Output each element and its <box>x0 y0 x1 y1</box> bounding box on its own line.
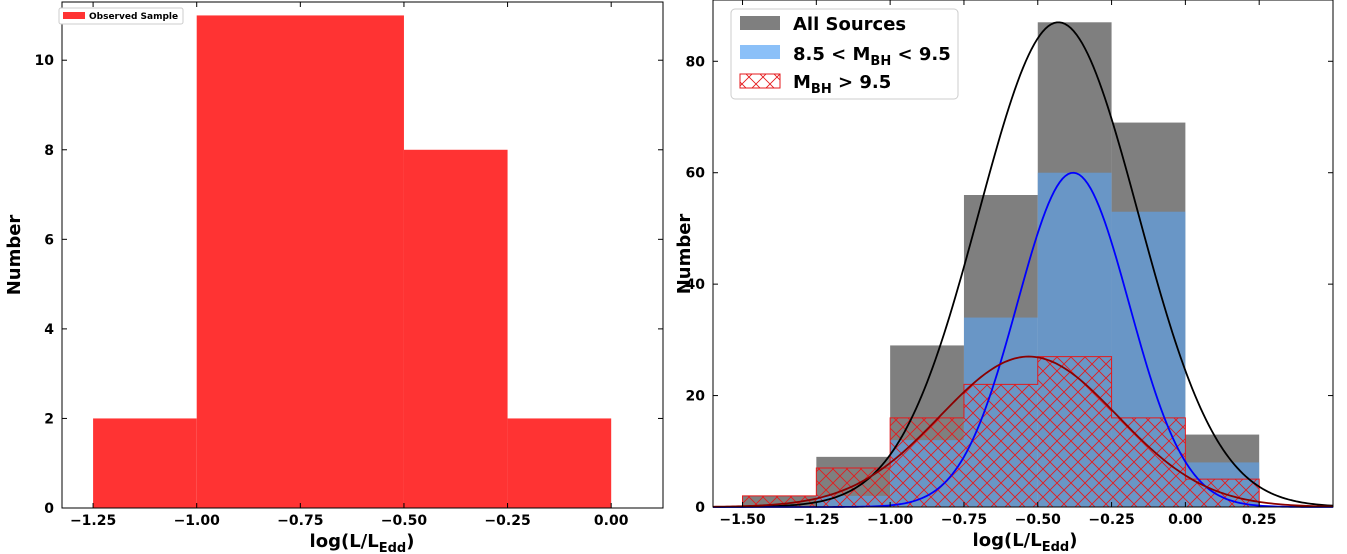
x-tick-label: −0.50 <box>1015 512 1062 528</box>
legend-label-observed: Observed Sample <box>89 12 178 22</box>
bar-high-mass <box>1037 356 1112 507</box>
legend-label-mid-mass: 8.5 < MBH < 9.5 <box>793 44 951 69</box>
x-tick-label: −1.25 <box>70 513 116 529</box>
right-legend: All Sources 8.5 < MBH < 9.5 MBH > 9.5 <box>730 8 959 100</box>
y-tick-label: 20 <box>686 389 706 405</box>
bar-high-mass <box>963 384 1038 507</box>
fit-curve-high-mass <box>712 355 1334 508</box>
left-legend-frame <box>58 7 184 25</box>
bar-high-mass <box>890 417 964 507</box>
y-tick-label: 60 <box>686 166 706 182</box>
right-y-axis-label: Number <box>674 214 695 295</box>
histogram-bar <box>507 418 612 508</box>
y-tick-label: 6 <box>44 232 54 248</box>
right-x-axis-label: log(L/LEdd) <box>973 530 1078 554</box>
left-x-axis-label: log(L/LEdd) <box>310 531 415 554</box>
left-plot-frame <box>61 1 664 509</box>
histogram-bar <box>403 149 508 509</box>
x-tick-label: −0.75 <box>277 513 323 529</box>
left-y-axis-label: Number <box>4 215 25 296</box>
right-legend-frame <box>730 8 959 100</box>
histogram-bar <box>196 15 404 509</box>
histogram-bar <box>93 418 197 508</box>
legend-label-high-mass: MBH > 9.5 <box>793 72 891 97</box>
x-tick-label: −0.25 <box>1088 512 1134 528</box>
legend-swatch-mid-mass <box>740 45 780 59</box>
y-tick-label: 40 <box>686 277 706 293</box>
left-chart: −1.25 −1.00 −0.75 −0.50 −0.25 0.00 0 2 4 6 8 10 Num… <box>4 1 664 554</box>
legend-swatch-observed <box>63 12 85 19</box>
x-tick-label: −0.75 <box>941 512 987 528</box>
y-tick-label: 0 <box>44 501 54 517</box>
x-tick-label: −0.50 <box>381 513 428 529</box>
y-tick-label: 0 <box>695 500 705 516</box>
bar-high-mass <box>742 495 817 507</box>
high-mass-step-outline <box>742 356 1260 507</box>
y-tick-label: 10 <box>35 53 55 69</box>
y-tick-label: 80 <box>686 54 706 70</box>
legend-swatch-all-sources <box>740 16 780 30</box>
x-tick-label: −1.25 <box>793 512 839 528</box>
right-bars-high-mass <box>742 356 1260 507</box>
x-tick-label: 0.00 <box>1168 512 1203 528</box>
y-tick-label: 4 <box>44 322 54 338</box>
x-tick-label: −1.50 <box>719 512 766 528</box>
left-bars <box>93 15 612 509</box>
left-axes: −1.25 −1.00 −0.75 −0.50 −0.25 0.00 0 2 4 6 8 10 <box>35 2 663 529</box>
right-axes: −1.50 −1.25 −1.00 −0.75 −0.50 −0.25 0.00 0.25 0 2… <box>686 0 1333 528</box>
legend-swatch-high-mass <box>739 73 781 89</box>
x-tick-label: −0.25 <box>484 513 530 529</box>
y-tick-label: 8 <box>44 143 54 159</box>
right-chart: −1.50 −1.25 −1.00 −0.75 −0.50 −0.25 0.00 0.25 0 2… <box>674 0 1334 554</box>
legend-label-all-sources: All Sources <box>793 14 906 35</box>
right-plot-frame <box>712 0 1334 508</box>
y-tick-label: 2 <box>44 411 54 427</box>
bar-high-mass <box>816 468 891 507</box>
x-tick-label: −1.00 <box>867 512 914 528</box>
left-legend: Observed Sample <box>58 7 184 25</box>
x-tick-label: 0.25 <box>1242 512 1277 528</box>
x-tick-label: 0.00 <box>594 513 629 529</box>
bar-high-mass <box>1111 417 1186 507</box>
x-tick-label: −1.00 <box>174 513 221 529</box>
